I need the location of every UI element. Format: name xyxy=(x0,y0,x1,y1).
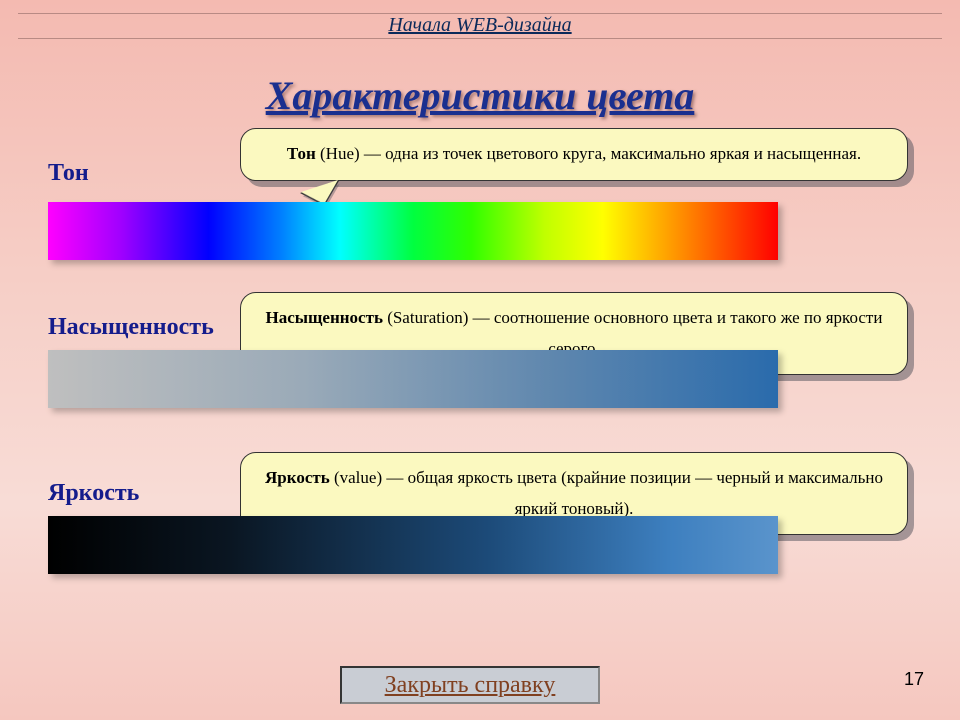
callout-val-text: (value) — общая яркость цвета (крайние п… xyxy=(330,468,883,518)
callout-sat-term: Насыщенность xyxy=(266,308,383,327)
bar-saturation xyxy=(48,350,778,408)
callout-val-term: Яркость xyxy=(265,468,330,487)
bar-value xyxy=(48,516,778,574)
page-subtitle: Начала WEB-дизайна xyxy=(0,14,960,37)
label-saturation: Насыщенность xyxy=(48,314,214,341)
label-value: Яркость xyxy=(48,480,139,507)
callout-hue-term: Тон xyxy=(287,144,316,163)
page-title: Характеристики цвета xyxy=(0,72,960,119)
callout-hue: Тон (Hue) — одна из точек цветового круг… xyxy=(240,128,908,181)
page-number: 17 xyxy=(904,669,924,690)
label-hue: Тон xyxy=(48,160,89,187)
bar-hue xyxy=(48,202,778,260)
callout-hue-text: (Hue) — одна из точек цветового круга, м… xyxy=(316,144,861,163)
close-help-button[interactable]: Закрыть справку xyxy=(340,666,600,704)
divider-bottom xyxy=(18,38,942,39)
